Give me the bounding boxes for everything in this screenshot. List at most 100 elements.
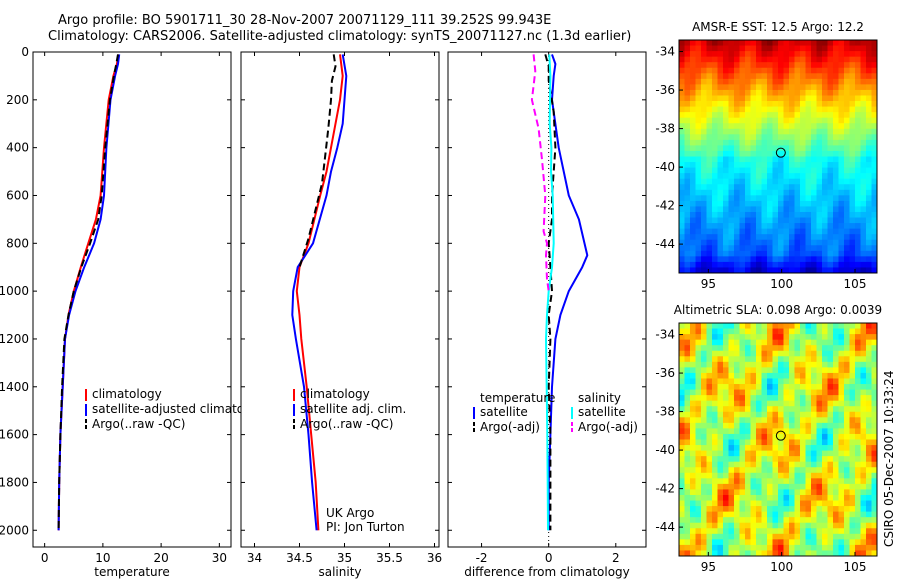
heatmap-cell: [767, 439, 774, 446]
heatmap-cell: [706, 456, 713, 463]
heatmap-cell: [750, 539, 757, 546]
heatmap-cell: [783, 173, 790, 180]
heatmap-cell: [860, 395, 867, 402]
heatmap-cell: [717, 550, 724, 556]
heatmap-cell: [767, 494, 774, 502]
heatmap-cell: [794, 267, 801, 273]
heatmap-cell: [745, 494, 752, 502]
x-tick-label: 34.5: [286, 551, 313, 565]
heatmap-cell: [833, 128, 840, 135]
heatmap-cell: [745, 261, 752, 269]
heatmap-cell: [756, 217, 763, 224]
heatmap-cell: [838, 217, 845, 224]
series-line-temperature-argo-adj-: [544, 54, 557, 531]
heatmap-cell: [838, 234, 845, 241]
heatmap-cell: [712, 84, 719, 91]
heatmap-cell: [822, 372, 829, 380]
heatmap-cell: [728, 134, 735, 141]
heatmap-cell: [756, 206, 763, 213]
heatmap-cell: [739, 228, 746, 235]
heatmap-cell: [690, 217, 697, 224]
heatmap-cell: [816, 456, 823, 463]
heatmap-cell: [690, 128, 697, 135]
heatmap-cell: [800, 406, 807, 413]
heatmap-cell: [772, 345, 779, 352]
heatmap-cell: [734, 150, 741, 158]
heatmap-cell: [811, 217, 818, 224]
heatmap-cell: [690, 51, 697, 58]
heatmap-cell: [871, 139, 877, 147]
heatmap-cell: [822, 234, 829, 241]
heatmap-cell: [767, 433, 774, 441]
heatmap-cell: [860, 156, 867, 163]
heatmap-cell: [706, 106, 713, 113]
heatmap-cell: [855, 73, 862, 80]
heatmap-cell: [701, 228, 708, 235]
heatmap-cell: [822, 461, 829, 468]
heatmap-cell: [833, 517, 840, 524]
heatmap-cell: [811, 184, 818, 191]
heatmap-cell: [706, 239, 713, 246]
heatmap-cell: [739, 411, 746, 418]
heatmap-cell: [712, 73, 719, 80]
heatmap-cell: [723, 506, 730, 513]
heatmap-cell: [706, 95, 713, 102]
heatmap-cell: [690, 150, 697, 158]
heatmap-cell: [783, 483, 790, 491]
heatmap-cell: [838, 550, 845, 556]
heatmap-cell: [860, 228, 867, 235]
y-tick-label: 2000: [0, 523, 29, 537]
heatmap-cell: [844, 356, 851, 363]
heatmap-cell: [789, 211, 796, 219]
heatmap-cell: [750, 445, 757, 452]
heatmap-cell: [745, 378, 752, 385]
heatmap-cell: [750, 372, 757, 380]
heatmap-cell: [761, 234, 768, 241]
heatmap-cell: [712, 89, 719, 97]
heatmap-cell: [695, 378, 702, 385]
heatmap-cell: [827, 384, 834, 391]
heatmap-cell: [800, 400, 807, 407]
map-frame: [678, 322, 878, 557]
heatmap-cell: [849, 544, 856, 552]
heatmap-cell: [833, 478, 840, 485]
heatmap-cell: [838, 323, 845, 330]
heatmap-cell: [695, 200, 702, 208]
heatmap-cell: [849, 478, 856, 485]
heatmap-cell: [772, 95, 779, 102]
heatmap-cell: [871, 256, 877, 263]
heatmap-cell: [783, 51, 790, 58]
heatmap-cell: [822, 328, 829, 335]
heatmap-cell: [750, 356, 757, 363]
heatmap-cell: [833, 445, 840, 452]
heatmap-cell: [728, 506, 735, 513]
heatmap-cell: [712, 428, 719, 435]
heatmap-cell: [794, 378, 801, 385]
heatmap-cell: [701, 522, 708, 529]
heatmap-cell: [728, 433, 735, 441]
heatmap-cell: [833, 422, 840, 430]
heatmap-cell: [723, 173, 730, 180]
heatmap-cell: [844, 367, 851, 374]
heatmap-cell: [712, 323, 719, 330]
heatmap-cell: [772, 422, 779, 430]
heatmap-cell: [767, 56, 774, 63]
heatmap-cell: [805, 156, 812, 163]
heatmap-cell: [794, 173, 801, 180]
heatmap-cell: [756, 411, 763, 418]
heatmap-cell: [855, 378, 862, 385]
heatmap-cell: [800, 334, 807, 341]
heatmap-cell: [723, 234, 730, 241]
heatmap-cell: [684, 78, 691, 85]
heatmap-cell: [833, 472, 840, 479]
heatmap-cell: [855, 350, 862, 357]
heatmap-cell: [767, 467, 774, 474]
heatmap-cell: [684, 184, 691, 191]
heatmap-cell: [701, 361, 708, 368]
heatmap-cell: [871, 511, 877, 518]
heatmap-cell: [838, 223, 845, 230]
heatmap-cell: [833, 167, 840, 174]
heatmap-cell: [822, 539, 829, 546]
heatmap-cell: [783, 445, 790, 452]
heatmap-cell: [701, 123, 708, 130]
